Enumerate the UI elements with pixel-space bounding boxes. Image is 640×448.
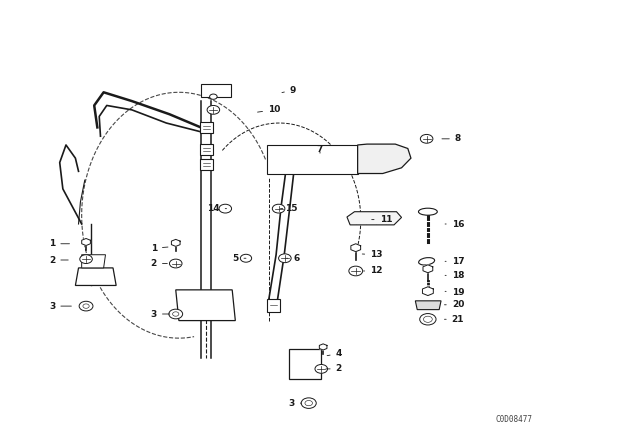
Text: 13: 13 [362, 250, 383, 259]
Polygon shape [82, 238, 90, 246]
FancyBboxPatch shape [289, 349, 321, 379]
Polygon shape [172, 239, 180, 246]
Text: 19: 19 [445, 288, 464, 297]
Text: 6: 6 [287, 254, 300, 263]
FancyBboxPatch shape [200, 159, 213, 170]
Text: 21: 21 [444, 315, 464, 324]
Ellipse shape [419, 208, 437, 215]
Circle shape [315, 365, 328, 373]
Text: C0D08477: C0D08477 [495, 415, 532, 424]
Polygon shape [76, 268, 116, 285]
Polygon shape [347, 212, 401, 225]
Text: 16: 16 [445, 220, 464, 228]
Text: 11: 11 [372, 215, 392, 224]
Circle shape [420, 134, 433, 143]
Text: 3: 3 [49, 302, 72, 310]
Text: 1: 1 [150, 244, 168, 253]
Circle shape [349, 266, 363, 276]
Polygon shape [351, 244, 360, 252]
Text: 3: 3 [289, 399, 301, 408]
Text: 17: 17 [445, 257, 464, 266]
FancyBboxPatch shape [201, 83, 231, 97]
Circle shape [278, 254, 291, 263]
Text: 3: 3 [150, 310, 170, 319]
Text: 15: 15 [280, 204, 298, 213]
Polygon shape [358, 144, 411, 173]
Ellipse shape [419, 258, 435, 265]
Circle shape [170, 259, 182, 268]
Text: 20: 20 [444, 300, 464, 309]
Text: 5: 5 [232, 254, 246, 263]
Circle shape [207, 105, 220, 114]
Text: 2: 2 [150, 259, 167, 268]
Polygon shape [423, 265, 433, 273]
Circle shape [79, 301, 93, 311]
FancyBboxPatch shape [267, 145, 358, 173]
Polygon shape [319, 344, 327, 350]
Circle shape [420, 314, 436, 325]
Circle shape [80, 255, 92, 263]
Text: 2: 2 [49, 255, 68, 264]
FancyBboxPatch shape [267, 299, 280, 312]
Circle shape [169, 309, 182, 319]
Text: 7: 7 [317, 145, 323, 154]
Text: 4: 4 [327, 349, 342, 358]
Circle shape [219, 204, 232, 213]
Circle shape [210, 94, 217, 99]
Text: 1: 1 [49, 239, 70, 248]
Polygon shape [176, 290, 236, 321]
Polygon shape [422, 287, 433, 296]
Text: 12: 12 [364, 267, 383, 276]
Text: 9: 9 [282, 86, 296, 95]
Text: 10: 10 [257, 105, 280, 114]
Text: 14: 14 [207, 204, 227, 213]
Text: 2: 2 [326, 364, 342, 373]
Circle shape [241, 254, 252, 262]
Polygon shape [82, 255, 106, 268]
Polygon shape [415, 301, 441, 310]
Circle shape [273, 204, 285, 213]
Circle shape [301, 398, 316, 409]
FancyBboxPatch shape [200, 122, 213, 133]
Text: 18: 18 [445, 271, 464, 280]
Text: 8: 8 [442, 134, 461, 143]
FancyBboxPatch shape [200, 144, 213, 155]
